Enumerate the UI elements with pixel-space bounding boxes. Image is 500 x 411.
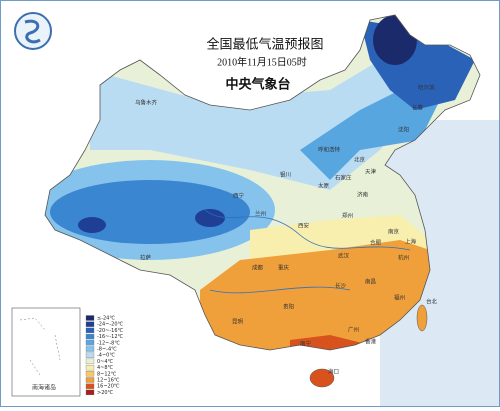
legend-swatch xyxy=(85,346,95,352)
city: 长春 xyxy=(412,104,424,112)
city: 昆明 xyxy=(232,319,244,326)
city: 合肥 xyxy=(370,239,382,247)
legend-label: -12~-8℃ xyxy=(97,340,120,346)
legend-swatch xyxy=(85,315,95,321)
city: 银川 xyxy=(280,171,291,179)
border xyxy=(44,14,481,351)
legend-swatch xyxy=(85,340,95,346)
city: 济南 xyxy=(357,191,369,199)
city: 太原 xyxy=(318,182,330,190)
city: 海口 xyxy=(328,368,339,376)
legend-label: 8~12℃ xyxy=(97,371,117,377)
city: 北京 xyxy=(354,156,366,164)
city: 乌鲁木齐 xyxy=(135,99,158,107)
legend-label: -20~-16℃ xyxy=(97,328,124,334)
city: 长沙 xyxy=(335,282,347,290)
city: 台北 xyxy=(426,298,438,306)
legend-label: -4~0℃ xyxy=(97,353,115,359)
legend-label: 0~4℃ xyxy=(97,359,114,365)
taiwan xyxy=(416,304,428,332)
legend-swatch xyxy=(85,327,95,334)
city: 哈尔滨 xyxy=(418,84,435,92)
legend-swatch xyxy=(85,333,95,340)
legend-swatch xyxy=(85,377,95,383)
city: 西宁 xyxy=(233,192,245,200)
hainan xyxy=(309,368,335,388)
legend-swatch xyxy=(85,358,95,365)
city: 武汉 xyxy=(338,252,350,260)
legend-label: 16~20℃ xyxy=(97,384,120,390)
city: 福州 xyxy=(394,294,405,302)
legend-swatch xyxy=(85,371,95,377)
city: 南宁 xyxy=(300,340,312,348)
city: 南京 xyxy=(388,228,400,236)
rivers xyxy=(204,209,411,294)
cities: 乌鲁木齐 哈尔滨 长春 沈阳 呼和浩特 北京 天津 石家庄 太原 济南 银川 西… xyxy=(135,84,438,376)
legend-label: 4~8℃ xyxy=(97,365,114,371)
city: 贵阳 xyxy=(283,303,294,311)
legend-swatch xyxy=(85,389,95,396)
city: 广州 xyxy=(348,326,359,334)
city: 沈阳 xyxy=(398,126,409,134)
legend-label: >20℃ xyxy=(97,390,114,396)
legend-label: ≤-24℃ xyxy=(97,316,115,322)
city: 郑州 xyxy=(342,212,353,220)
city: 兰州 xyxy=(255,210,266,218)
legend-label: -8~-4℃ xyxy=(97,347,117,353)
city: 上海 xyxy=(405,238,417,246)
city: 拉萨 xyxy=(140,254,152,262)
legend-label: -24~-20℃ xyxy=(97,322,124,328)
city: 石家庄 xyxy=(335,174,352,182)
city: 杭州 xyxy=(398,254,409,262)
legend-label: 12~16℃ xyxy=(97,378,120,384)
inset-box xyxy=(11,307,81,397)
legend: ≤-24℃-24~-20℃-20~-16℃-16~-12℃-12~-8℃-8~-… xyxy=(85,315,124,396)
legend-swatch xyxy=(85,383,95,389)
city: 重庆 xyxy=(278,264,290,272)
inset-label: 南海诸岛 xyxy=(32,384,56,392)
city: 呼和浩特 xyxy=(318,146,341,154)
legend-label: -16~-12℃ xyxy=(97,334,124,340)
city: 南昌 xyxy=(365,278,376,286)
issuer: 中央气象台 xyxy=(225,77,290,93)
title: 全国最低气温预报图 xyxy=(206,37,323,53)
legend-swatch xyxy=(85,364,95,371)
city: 成都 xyxy=(252,264,264,272)
city: 天津 xyxy=(365,169,377,176)
city: 西安 xyxy=(298,222,310,230)
legend-swatch xyxy=(85,321,95,327)
logo-mark xyxy=(24,19,41,44)
inset-lines xyxy=(19,317,61,376)
city: 香港 xyxy=(365,338,377,346)
date: 2010年11月15日05时 xyxy=(217,55,307,68)
legend-swatch xyxy=(85,352,95,358)
